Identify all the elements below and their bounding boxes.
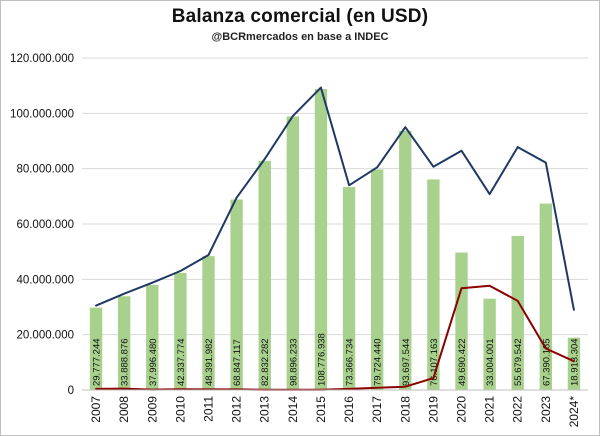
y-tick-label: 100.000.000 <box>10 108 74 120</box>
bar <box>399 130 412 390</box>
bar-value-label: 79.724.440 <box>373 338 384 386</box>
bar <box>146 284 159 390</box>
x-tick-label: 2019 <box>426 396 440 423</box>
bar <box>286 116 300 390</box>
bar <box>230 199 243 390</box>
y-tick-label: 120.000.000 <box>10 53 74 65</box>
bar-value-label: 73.366.734 <box>345 338 356 386</box>
bar-value-labels: 29.777.244 33.888.876 37.996.480 42.337.774… <box>92 333 581 386</box>
x-tick-label: 2017 <box>370 396 384 423</box>
x-tick-label: 2008 <box>117 396 131 423</box>
x-tick-label: 2007 <box>89 396 103 423</box>
bar <box>455 252 468 390</box>
x-tick-label: 2014 <box>286 396 300 423</box>
chart-subtitle: @BCRmercados en base a INDEC <box>211 31 389 43</box>
grid-lines <box>82 57 588 336</box>
y-tick-label: 20.000.000 <box>16 330 74 342</box>
series-lines <box>95 86 575 391</box>
bar-value-label: 18.913.304 <box>569 338 580 386</box>
bars <box>89 89 581 390</box>
bar <box>314 89 328 390</box>
bar-value-label: 108.776.938 <box>316 333 327 386</box>
bar-value-label: 33.888.876 <box>120 338 131 386</box>
bar <box>89 307 103 390</box>
x-axis-labels: 2007 2008 2009 2010 2011 2012 2013 2014 2015 2016… <box>89 396 581 428</box>
series-line-1 <box>95 86 575 311</box>
x-tick-label: 2010 <box>173 396 187 423</box>
y-tick-label: 60.000.000 <box>16 219 74 231</box>
bar <box>258 160 271 390</box>
x-tick-label: 2009 <box>145 396 159 423</box>
bar <box>427 179 440 390</box>
bar-value-label: 93.697.544 <box>401 338 412 386</box>
bar <box>511 235 524 390</box>
bar-value-label: 48.391.982 <box>204 338 215 386</box>
bar-value-label: 33.004.001 <box>485 338 496 386</box>
x-tick-label: 2022 <box>511 396 525 423</box>
bar-value-label: 37.996.480 <box>148 338 159 386</box>
bar <box>370 169 384 390</box>
chart-title: Balanza comercial (en USD) <box>171 6 429 27</box>
y-tick-label: 80.000.000 <box>16 164 74 176</box>
bar-value-label: 98.896.233 <box>288 338 299 386</box>
x-tick-label: 2018 <box>398 396 412 423</box>
x-tick-label: 2013 <box>258 396 272 423</box>
y-tick-label: 0 <box>68 385 74 397</box>
bar-value-label: 76.107.163 <box>429 338 440 386</box>
bar <box>202 256 215 390</box>
bar-value-label: 55.679.542 <box>513 338 524 386</box>
x-tick-label: 2012 <box>230 396 244 423</box>
bar <box>117 296 131 390</box>
y-axis-labels: 0 20.000.000 40.000.000 60.000.000 80.000.00… <box>10 53 74 397</box>
bar-value-label: 68.847.117 <box>232 339 243 386</box>
bar-value-label: 29.777.244 <box>92 338 103 386</box>
x-tick-label: 2024* <box>567 396 581 428</box>
bar <box>483 298 496 390</box>
bar-value-label: 49.690.422 <box>457 338 468 386</box>
bar <box>567 337 581 390</box>
x-tick-label: 2020 <box>455 396 469 423</box>
bar <box>342 187 356 390</box>
x-tick-label: 2015 <box>314 396 328 423</box>
bar-value-label: 67.390.185 <box>541 338 552 386</box>
bar-value-label: 82.832.282 <box>260 338 271 386</box>
x-tick-label: 2011 <box>202 396 216 422</box>
bar-value-label: 42.337.774 <box>176 338 187 386</box>
x-tick-label: 2023 <box>539 396 553 423</box>
y-tick-label: 40.000.000 <box>16 274 74 286</box>
x-tick-label: 2021 <box>483 396 497 423</box>
bar <box>174 272 187 390</box>
series-line-2 <box>95 284 575 391</box>
x-tick-label: 2016 <box>342 396 356 423</box>
